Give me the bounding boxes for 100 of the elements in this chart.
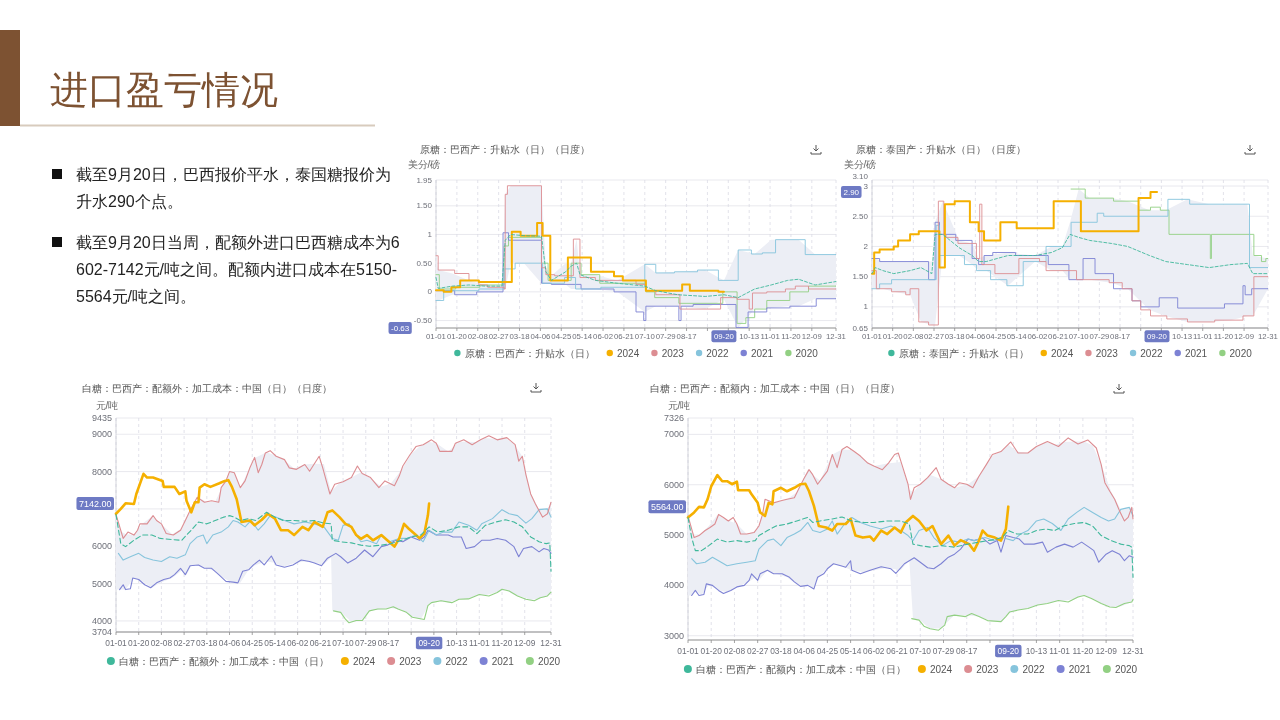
x-tick-label: 03-18: [770, 646, 792, 656]
x-tick-label: 08-17: [956, 646, 978, 656]
y-tick-label: 2: [863, 241, 869, 251]
x-tick-label: 04-25: [816, 646, 839, 656]
line-series: [119, 529, 552, 591]
legend-label: 2024: [1050, 347, 1074, 359]
x-tick-label: 02-08: [723, 646, 746, 656]
y-tick-label: 9000: [91, 429, 112, 440]
text: 09-20: [418, 638, 441, 649]
y-tick-label: 1.50: [852, 272, 869, 282]
y-tick-label: 3704: [91, 627, 112, 637]
legend-label: 白糖：巴西产：配额外：加工成本：中国（日）: [118, 655, 329, 667]
x-tick-label: 04-25: [241, 638, 264, 648]
y-tick-label: 8000: [91, 466, 112, 477]
y-tick-label: 3000: [663, 630, 684, 641]
legend-label: 2023: [976, 663, 999, 675]
y-tick-label: 3.10: [852, 172, 869, 182]
x-tick-label: 12-09: [514, 638, 536, 648]
line-series: [691, 506, 1134, 567]
text: 5564.00: [650, 501, 684, 512]
chart-title: 白糖：巴西产：配额外：加工成本：中国（日）（日度）: [82, 383, 332, 394]
x-tick-label: 07-29: [355, 638, 377, 648]
x-tick-label: 10-13: [445, 638, 468, 648]
x-tick-label: 07-10: [909, 646, 932, 656]
x-tick-label: 11-20: [1072, 646, 1094, 656]
x-tick-label: 05-14: [264, 638, 286, 648]
y-tick-label: 9435: [91, 413, 112, 423]
y-axis-title: 元/吨: [95, 400, 119, 411]
y-tick-label: 2.50: [852, 211, 869, 221]
legend-label: 2021: [1184, 347, 1208, 359]
x-tick-label: 07-10: [332, 638, 355, 648]
text: 09-20: [997, 646, 1020, 657]
line-series: [911, 594, 1134, 631]
y-axis-title: 美分/磅: [843, 159, 877, 170]
legend-label: 2021: [1068, 663, 1092, 675]
x-tick-label: 12-09: [1095, 646, 1118, 656]
chart-title: 原糖：巴西产：升贴水（日）（日度）: [420, 144, 590, 155]
x-tick-label: 06-21: [886, 646, 909, 656]
x-tick-label: 08-17: [377, 638, 400, 648]
x-tick-label: 11-01: [468, 638, 491, 648]
text: 2.90: [843, 187, 860, 197]
y-axis-title: 元/吨: [667, 400, 691, 411]
legend-label: 2022: [1022, 663, 1046, 675]
x-tick-label: 04-06: [793, 646, 816, 656]
y-tick-label: 1: [427, 230, 433, 239]
x-tick-label: 07-29: [932, 646, 955, 656]
x-tick-label: 03-18: [196, 638, 218, 648]
y-tick-label: 0: [427, 287, 433, 297]
x-tick-label: 02-27: [173, 638, 196, 648]
chart-title: 原糖：泰国产：升贴水（日）（日度）: [856, 144, 1026, 155]
legend-label: 2024: [352, 655, 376, 667]
y-tick-label: 1: [863, 302, 869, 312]
legend-label: 原糖：泰国产：升贴水（日）: [898, 347, 1029, 359]
y-tick-label: 7326: [663, 413, 684, 423]
x-tick-label: 10-13: [1025, 646, 1048, 656]
line-series: [332, 588, 552, 624]
legend-label: 2024: [929, 663, 953, 675]
legend-label: 原糖：巴西产：升贴水（日）: [464, 347, 595, 359]
x-tick-label: 12-31: [540, 638, 563, 648]
line-series: [686, 473, 1010, 552]
y-tick-label: 5000: [91, 578, 112, 589]
x-tick-label: 01-01: [677, 646, 700, 656]
legend-label: 2020: [1114, 663, 1138, 675]
x-tick-label: 01-20: [700, 646, 723, 656]
y-tick-label: 6000: [663, 479, 684, 490]
legend-label: 2022: [445, 655, 469, 667]
legend-label: 2022: [1140, 347, 1163, 359]
legend-label: 2022: [706, 347, 729, 359]
line-series: [687, 516, 1134, 578]
chart-title: 白糖：巴西产：配额内：加工成本：中国（日）（日度）: [650, 383, 900, 394]
legend-label: 2020: [537, 655, 561, 667]
x-tick-label: 11-20: [491, 638, 513, 648]
legend-label: 2023: [1095, 347, 1119, 359]
y-tick-label: 6000: [91, 541, 112, 552]
legend-label: 2021: [750, 347, 774, 359]
y-tick-label: 1.95: [416, 175, 433, 185]
text: -0.63: [391, 323, 410, 333]
y-tick-label: -0.50: [413, 316, 433, 326]
y-tick-label: 7000: [663, 429, 684, 440]
line-series: [115, 435, 552, 539]
y-tick-label: 1.50: [416, 201, 433, 211]
y-tick-label: 3: [863, 181, 869, 191]
x-tick-label: 06-02: [286, 638, 309, 648]
line-series: [114, 472, 431, 548]
x-tick-label: 12-31: [1122, 646, 1145, 656]
legend-label: 2020: [795, 347, 819, 359]
legend-label: 2020: [1229, 347, 1253, 359]
y-tick-label: 4000: [91, 615, 112, 626]
text: 进口盈亏情况: [50, 69, 278, 111]
x-tick-label: 06-21: [309, 638, 332, 648]
x-tick-label: 02-27: [746, 646, 769, 656]
legend-label: 2024: [616, 347, 640, 359]
y-axis-title: 美分/磅: [407, 159, 441, 170]
legend-label: 白糖：巴西产：配额内：加工成本：中国（日）: [695, 663, 906, 675]
legend-label: 2023: [399, 655, 422, 667]
x-tick-label: 11-01: [1049, 646, 1071, 656]
line-series: [871, 233, 1269, 275]
line-series: [691, 535, 1134, 597]
x-tick-label: 01-20: [128, 638, 150, 648]
line-series: [117, 508, 552, 563]
